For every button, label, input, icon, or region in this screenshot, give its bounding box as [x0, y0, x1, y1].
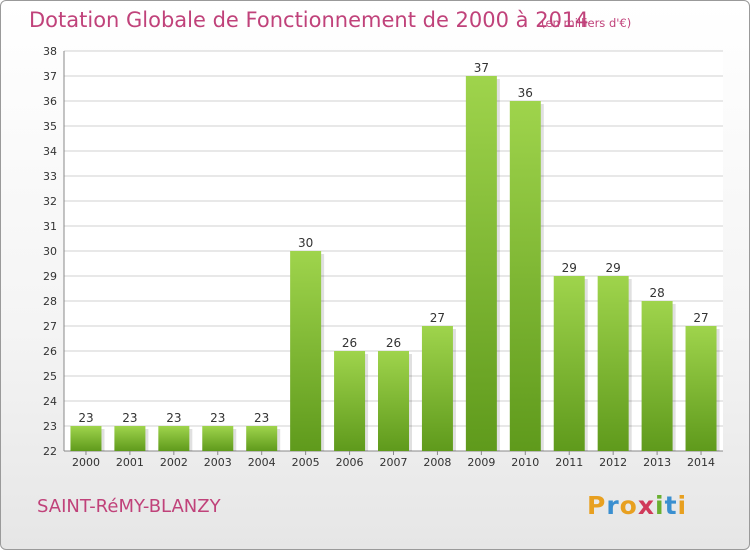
x-tick-label-2009: 2009 — [467, 456, 495, 469]
y-tick-label: 22 — [43, 445, 57, 458]
bar-2003 — [202, 426, 234, 451]
value-label-2012: 29 — [606, 261, 621, 275]
y-tick-label: 24 — [43, 395, 57, 408]
proxiti-logo: Proxiti — [587, 491, 687, 520]
x-tick-label-2010: 2010 — [511, 456, 539, 469]
logo-letter: o — [619, 491, 638, 520]
x-tick-label-2002: 2002 — [160, 456, 188, 469]
logo-letter: t — [664, 491, 678, 520]
value-label-2011: 29 — [562, 261, 577, 275]
logo-letter: P — [587, 491, 607, 520]
y-tick-label: 26 — [43, 345, 57, 358]
y-tick-label: 32 — [43, 195, 57, 208]
bar-2010 — [509, 101, 541, 451]
commune-name: SAINT-RéMY-BLANZY — [37, 496, 221, 517]
x-tick-label-2013: 2013 — [643, 456, 671, 469]
y-tick-label: 34 — [43, 145, 57, 158]
x-tick-label-2012: 2012 — [599, 456, 627, 469]
x-tick-label-2011: 2011 — [555, 456, 583, 469]
y-tick-label: 31 — [43, 220, 57, 233]
bar-2005 — [290, 251, 322, 451]
bar-2011 — [553, 276, 585, 451]
y-tick-label: 29 — [43, 270, 57, 283]
y-tick-label: 35 — [43, 120, 57, 133]
value-label-2009: 37 — [474, 61, 489, 75]
value-label-2010: 36 — [518, 86, 533, 100]
value-label-2013: 28 — [649, 286, 664, 300]
y-tick-label: 33 — [43, 170, 57, 183]
y-tick-label: 37 — [43, 70, 57, 83]
logo-letter: i — [677, 491, 688, 520]
x-tick-label-2004: 2004 — [248, 456, 276, 469]
value-label-2006: 26 — [342, 336, 357, 350]
bar-2013 — [641, 301, 673, 451]
y-tick-label: 30 — [43, 245, 57, 258]
x-tick-label-2006: 2006 — [336, 456, 364, 469]
bar-2014 — [685, 326, 717, 451]
y-tick-label: 38 — [43, 45, 57, 58]
bar-2006 — [334, 351, 366, 451]
x-tick-label-2001: 2001 — [116, 456, 144, 469]
bar-2004 — [246, 426, 278, 451]
bar-2001 — [114, 426, 146, 451]
value-label-2005: 30 — [298, 236, 313, 250]
x-tick-label-2007: 2007 — [380, 456, 408, 469]
y-tick-label: 25 — [43, 370, 57, 383]
value-label-2002: 23 — [166, 411, 181, 425]
value-label-2014: 27 — [693, 311, 708, 325]
x-tick-label-2005: 2005 — [292, 456, 320, 469]
bar-2000 — [70, 426, 102, 451]
x-tick-label-2008: 2008 — [423, 456, 451, 469]
bar-2012 — [597, 276, 629, 451]
bar-2007 — [378, 351, 409, 451]
logo-letter: r — [606, 491, 620, 520]
logo-letter: i — [655, 491, 665, 520]
value-label-2008: 27 — [430, 311, 445, 325]
value-label-2004: 23 — [254, 411, 269, 425]
chart-subtitle: (en milliers d'€) — [541, 16, 632, 30]
bar-2009 — [465, 76, 497, 451]
y-tick-label: 28 — [43, 295, 57, 308]
logo-letter: x — [637, 491, 655, 520]
x-tick-label-2014: 2014 — [687, 456, 715, 469]
bar-2002 — [158, 426, 190, 451]
value-label-2007: 26 — [386, 336, 401, 350]
y-tick-label: 23 — [43, 420, 57, 433]
value-label-2001: 23 — [122, 411, 137, 425]
bar-2008 — [421, 326, 453, 451]
x-tick-label-2000: 2000 — [72, 456, 100, 469]
value-label-2003: 23 — [210, 411, 225, 425]
value-label-2000: 23 — [78, 411, 93, 425]
x-tick-label-2003: 2003 — [204, 456, 232, 469]
y-tick-label: 27 — [43, 320, 57, 333]
y-tick-label: 36 — [43, 95, 57, 108]
chart-title: Dotation Globale de Fonctionnement de 20… — [29, 8, 589, 32]
